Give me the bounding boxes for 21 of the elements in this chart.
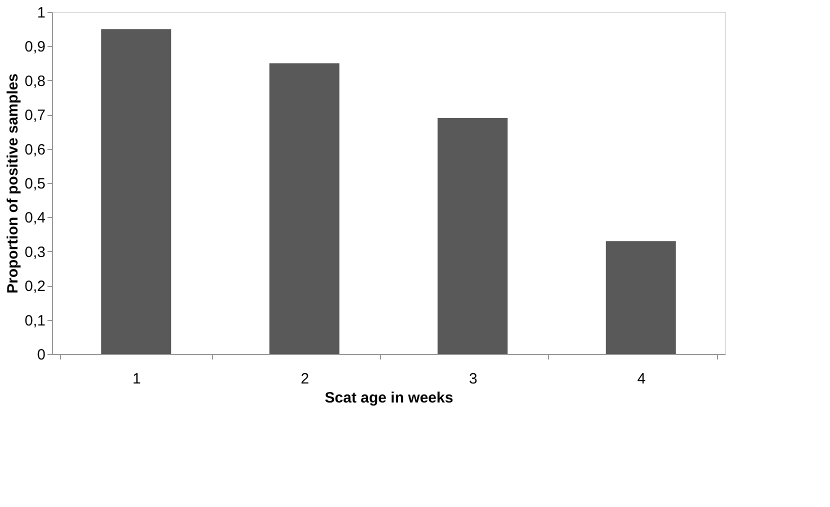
y-tick-label: 0,6 <box>24 141 46 158</box>
x-tick-label: 2 <box>300 370 310 388</box>
bar <box>269 63 340 354</box>
y-tick-label: 0,8 <box>24 72 46 90</box>
bar <box>438 118 508 354</box>
y-tick-label: 0,2 <box>24 278 46 296</box>
y-tick-label: 1 <box>37 4 46 22</box>
y-tick-label: 0,3 <box>24 244 46 261</box>
y-tick-label: 0,7 <box>24 107 46 124</box>
bar <box>606 241 676 354</box>
y-tick-label: 0,9 <box>24 38 46 56</box>
x-tick-label: 3 <box>468 370 478 388</box>
x-tick-label: 4 <box>637 370 646 388</box>
x-axis-title: Scat age in weeks <box>324 390 454 406</box>
y-tick-label: 0,1 <box>24 312 46 330</box>
y-tick-label: 0,5 <box>24 176 46 192</box>
bar <box>101 29 172 354</box>
y-tick-label: 0 <box>37 346 46 364</box>
y-tick-label: 0,4 <box>24 210 46 227</box>
x-tick-label: 1 <box>132 370 141 388</box>
y-axis-title: Proportion of positive samples <box>4 73 22 294</box>
